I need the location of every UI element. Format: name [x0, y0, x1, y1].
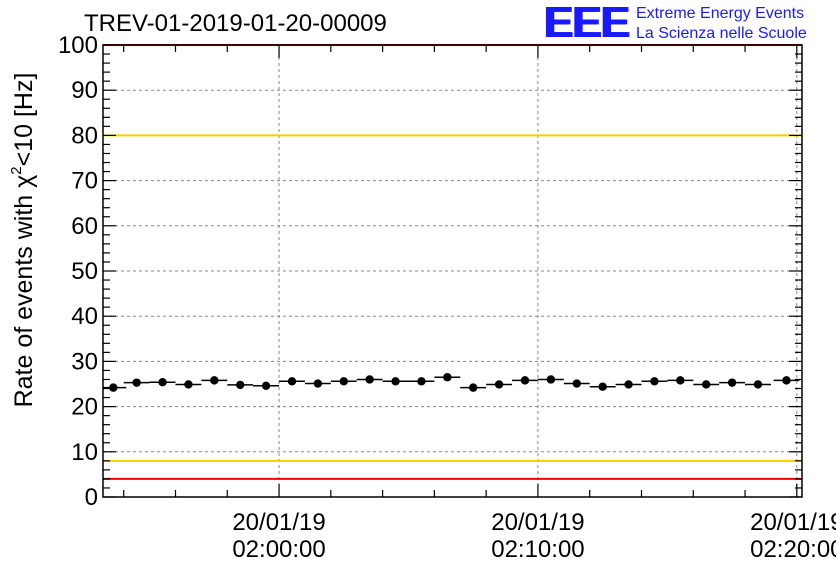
x-tick-label-date: 20/01/19 [491, 509, 584, 536]
plot-border [102, 44, 803, 498]
data-point [624, 380, 633, 389]
y-axis-label-main: Rate of events with χ [10, 175, 38, 408]
y-tick-label: 50 [71, 258, 98, 285]
data-point [365, 375, 374, 384]
logo-mark: EEE [543, 0, 629, 47]
data-point [727, 378, 737, 387]
y-tick-label: 40 [71, 303, 98, 330]
data-point [158, 377, 167, 387]
y-tick-label: 20 [71, 394, 98, 421]
data-point [391, 377, 400, 386]
data-point [313, 379, 323, 388]
data-point [494, 380, 504, 389]
y-axis-label-rest: <10 [Hz] [10, 73, 38, 167]
y-tick-label: 60 [71, 213, 98, 240]
data-point [132, 378, 141, 387]
x-tick-label-time: 02:00:00 [232, 536, 325, 563]
data-point [417, 377, 426, 386]
data-point [598, 382, 607, 391]
y-tick-label: 0 [85, 484, 98, 511]
x-tick-label-time: 02:20:00 [750, 536, 836, 563]
data-point [210, 376, 219, 385]
y-tick-label: 30 [71, 348, 98, 375]
data-point [443, 373, 452, 382]
data-point [261, 381, 271, 391]
logo-line-1: Extreme Energy Events [636, 5, 805, 22]
y-tick-label: 10 [71, 439, 98, 466]
data-point [650, 377, 659, 386]
axis-ticks [103, 44, 802, 498]
y-tick-label: 90 [71, 77, 98, 104]
data-point [782, 376, 791, 385]
data-point [572, 379, 581, 388]
y-tick-label: 100 [58, 32, 98, 59]
data-point [469, 383, 478, 392]
y-tick-labels: 0 10 20 30 40 50 60 70 80 90 100 [58, 32, 98, 511]
y-axis-label-superscript: 2 [8, 166, 25, 174]
y-tick-label: 80 [71, 122, 98, 149]
x-tick-labels: 20/01/1902:00:0020/01/1902:10:0020/01/19… [232, 509, 836, 563]
x-tick-label-date: 20/01/19 [750, 509, 836, 536]
data-point [702, 380, 711, 389]
data-point [287, 377, 297, 386]
eee-logo: EEE Extreme Energy Events La Scienza nel… [543, 0, 833, 47]
data-point [676, 376, 685, 385]
y-tick-label: 70 [71, 168, 98, 195]
data-point [109, 383, 118, 392]
data-point [339, 377, 348, 386]
logo-line-2: La Scienza nelle Scuole [636, 25, 807, 42]
grid [103, 45, 802, 497]
data-point [546, 375, 556, 384]
reference-lines [103, 44, 802, 480]
run-title: TREV-01-2019-01-20-00009 [84, 10, 387, 37]
x-tick-label-time: 02:10:00 [491, 536, 584, 563]
x-tick-label-date: 20/01/19 [232, 509, 325, 536]
plot-frame [102, 44, 803, 498]
data-point [753, 380, 763, 389]
data-point [236, 380, 245, 390]
data-point [184, 380, 193, 389]
data-points [103, 373, 800, 392]
data-point [520, 376, 530, 385]
y-axis-label: Rate of events with χ2<10 [Hz] [8, 73, 38, 408]
